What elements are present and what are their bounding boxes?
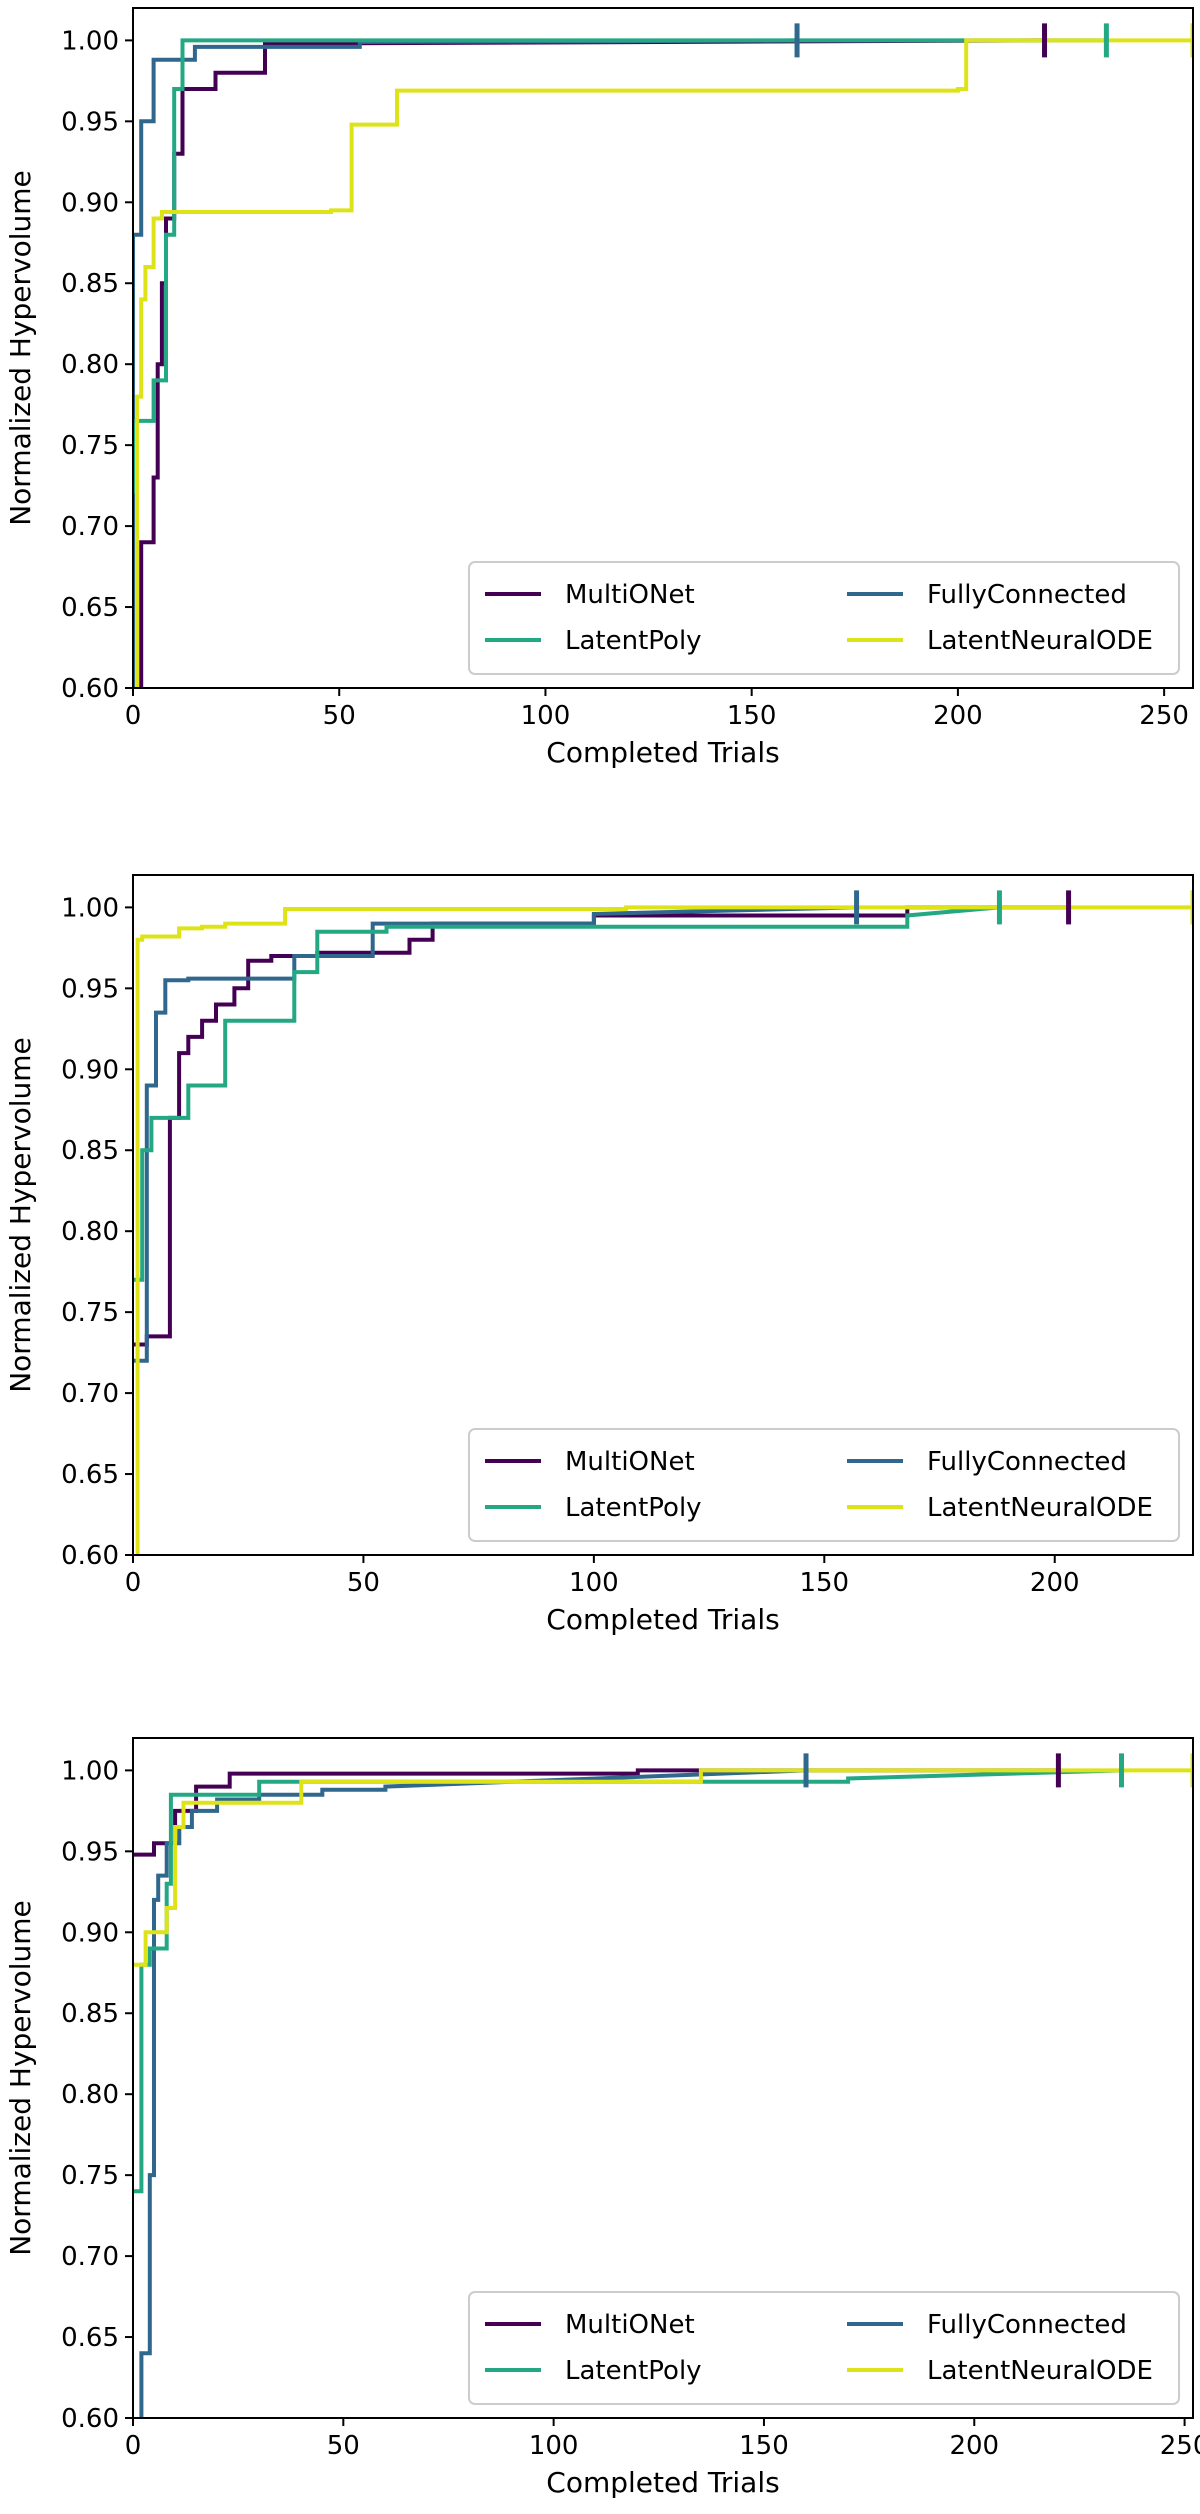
- y-tick-label: 0.75: [61, 2161, 119, 2191]
- y-tick-label: 0.70: [61, 1379, 119, 1409]
- legend: MultiONet FullyConnected LatentPoly LatentN…: [468, 2291, 1180, 2405]
- y-tick-label: 0.80: [61, 350, 119, 380]
- x-tick-label: 100: [521, 701, 571, 731]
- chart-2: 0 50 100 150 200 0.60 0.65 0.70 0.75 0.80 0.85 0.90…: [4, 874, 1194, 1636]
- legend-label-latentneuralode: LatentNeuralODE: [927, 626, 1153, 656]
- y-tick-label: 0.70: [61, 2242, 119, 2272]
- y-tick-label: 0.85: [61, 1136, 119, 1166]
- legend-label-latentpoly: LatentPoly: [565, 2356, 702, 2386]
- series-line-latentpoly: [133, 38, 1107, 494]
- y-tick-label: 0.95: [61, 1837, 119, 1867]
- y-tick-label: 0.70: [61, 512, 119, 542]
- legend-label-fullyconnected: FullyConnected: [927, 1447, 1127, 1477]
- y-tick-label: 0.80: [61, 2080, 119, 2110]
- series-line-multionet: [139, 38, 1045, 688]
- plot-frame: [132, 7, 1194, 689]
- legend-box: [468, 561, 1180, 675]
- y-axis-label: Normalized Hypervolume: [4, 1037, 37, 1393]
- legend-label-latentpoly: LatentPoly: [565, 1493, 702, 1523]
- legend-label-multionet: MultiONet: [565, 1447, 695, 1477]
- y-tick-label: 0.65: [61, 593, 119, 623]
- x-axis-label: Completed Trials: [546, 1603, 779, 1636]
- legend: MultiONet FullyConnected LatentPoly LatentN…: [468, 1428, 1180, 1542]
- y-axis-label: Normalized Hypervolume: [4, 170, 37, 526]
- x-tick-label: 0: [125, 701, 142, 731]
- legend-label-multionet: MultiONet: [565, 2310, 695, 2340]
- legend-label-multionet: MultiONet: [565, 580, 695, 610]
- x-tick-label: 50: [323, 701, 356, 731]
- x-tick-label: 0: [125, 2431, 142, 2461]
- y-tick-label: 0.85: [61, 269, 119, 299]
- x-tick-label: 100: [569, 1568, 619, 1598]
- x-axis-label: Completed Trials: [546, 736, 779, 769]
- legend-label-latentpoly: LatentPoly: [565, 626, 702, 656]
- x-tick-label: 150: [727, 701, 777, 731]
- legend-box: [468, 2291, 1180, 2405]
- series-line-multionet: [133, 1768, 1059, 1857]
- y-tick-label: 0.90: [61, 1918, 119, 1948]
- y-tick-label: 0.65: [61, 2323, 119, 2353]
- legend-label-fullyconnected: FullyConnected: [927, 2310, 1127, 2340]
- series-line-latentneuralode: [135, 38, 1193, 688]
- series-line-fullyconnected: [133, 905, 857, 1363]
- series-line-latentpoly: [133, 905, 1000, 1282]
- legend-box: [468, 1428, 1180, 1542]
- y-axis-label: Normalized Hypervolume: [4, 1900, 37, 2256]
- legend-label-fullyconnected: FullyConnected: [927, 580, 1127, 610]
- x-tick-label: 200: [933, 701, 983, 731]
- y-tick-label: 0.80: [61, 1217, 119, 1247]
- y-tick-label: 0.65: [61, 1460, 119, 1490]
- y-tick-label: 0.75: [61, 1298, 119, 1328]
- x-tick-label: 100: [529, 2431, 579, 2461]
- x-tick-label: 150: [799, 1568, 849, 1598]
- x-tick-label: 50: [327, 2431, 360, 2461]
- chart-3: 0 50 100 150 200 250 0.60 0.65 0.70 0.75 0.80 0.85 0…: [4, 1737, 1200, 2499]
- series-group: [133, 1753, 1193, 2418]
- y-tick-label: 1.00: [61, 26, 119, 56]
- series-line-latentpoly: [133, 1768, 1122, 2194]
- y-tick-label: 0.60: [61, 674, 119, 704]
- y-tick-label: 0.60: [61, 1541, 119, 1571]
- x-tick-label: 250: [1139, 701, 1189, 731]
- y-tick-label: 0.95: [61, 974, 119, 1004]
- x-axis-label: Completed Trials: [546, 2466, 779, 2499]
- y-tick-label: 1.00: [61, 1756, 119, 1786]
- series-line-latentneuralode: [135, 905, 1193, 1555]
- y-tick-label: 0.90: [61, 1055, 119, 1085]
- plot-frame: [132, 874, 1194, 1556]
- y-tick-label: 0.75: [61, 431, 119, 461]
- x-tick-label: 200: [949, 2431, 999, 2461]
- series-group: [133, 890, 1193, 1555]
- x-tick-label: 200: [1030, 1568, 1080, 1598]
- x-tick-label: 250: [1160, 2431, 1200, 2461]
- series-line-multionet: [133, 905, 1069, 1347]
- legend-label-latentneuralode: LatentNeuralODE: [927, 2356, 1153, 2386]
- x-tick-label: 150: [739, 2431, 789, 2461]
- plot-frame: [132, 1737, 1194, 2419]
- y-tick-label: 1.00: [61, 893, 119, 923]
- series-group: [133, 23, 1193, 688]
- legend: MultiONet FullyConnected LatentPoly LatentN…: [468, 561, 1180, 675]
- legend-label-latentneuralode: LatentNeuralODE: [927, 1493, 1153, 1523]
- y-tick-label: 0.95: [61, 107, 119, 137]
- y-tick-label: 0.60: [61, 2404, 119, 2434]
- series-line-latentneuralode: [133, 1768, 1193, 1967]
- chart-1: 0 50 100 150 200 250 0.60 0.65 0.70 0.75 0.80 0.85 0…: [4, 7, 1194, 769]
- x-tick-label: 0: [125, 1568, 142, 1598]
- y-tick-label: 0.85: [61, 1999, 119, 2029]
- x-tick-label: 50: [347, 1568, 380, 1598]
- y-tick-label: 0.90: [61, 188, 119, 218]
